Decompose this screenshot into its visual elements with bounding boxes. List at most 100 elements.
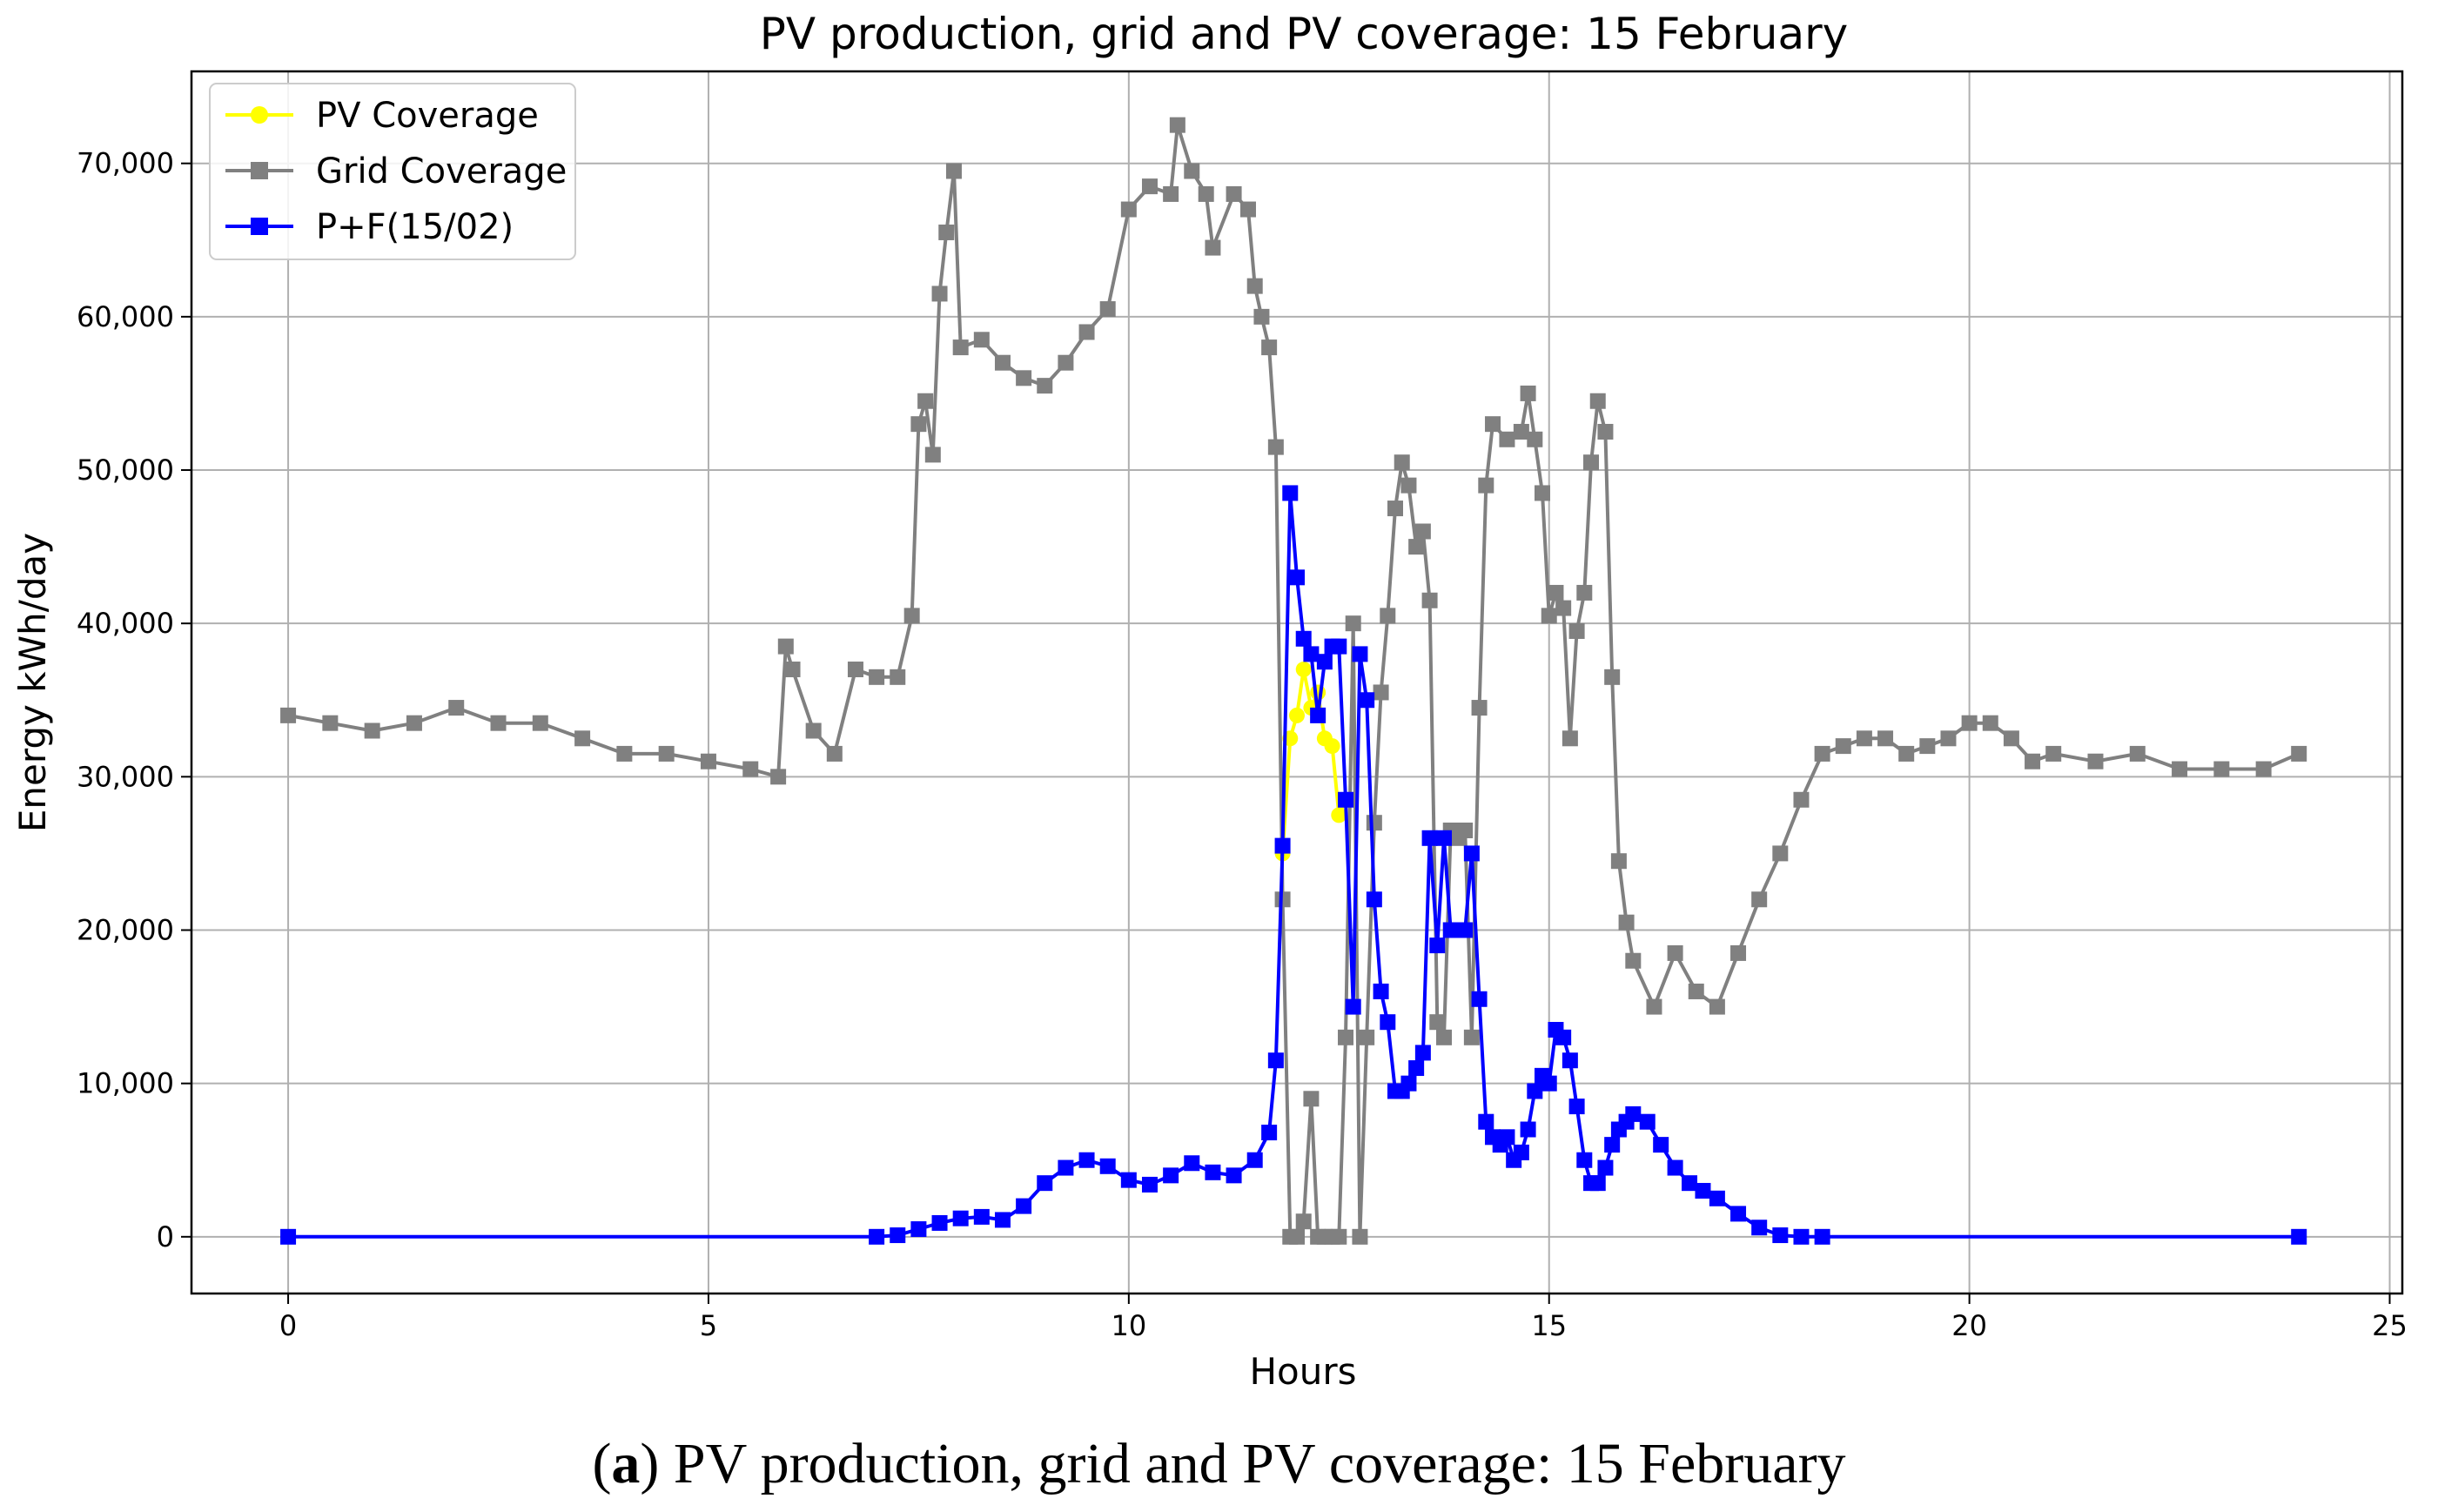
data-point [1625,952,1642,969]
data-point [1289,569,1305,586]
data-point [1555,1029,1572,1045]
data-point [1120,1172,1137,1188]
data-point [1387,501,1403,517]
data-point [1226,1167,1242,1184]
data-point [1877,730,1894,747]
data-point [1835,738,1851,755]
data-point [1793,1228,1810,1245]
x-tick-label: 20 [1951,1309,1987,1342]
caption-text: PV production, grid and PV coverage: 15 … [659,1432,1846,1495]
data-point [1352,1228,1368,1245]
data-point [1163,185,1179,202]
data-point [1246,1152,1263,1168]
x-tick-label: 10 [1111,1309,1146,1342]
data-point [1463,1029,1480,1045]
data-point [1604,1137,1621,1153]
data-point [490,715,507,731]
legend-item: P+F(15/02) [225,207,514,247]
data-point [1568,1099,1585,1115]
data-point [1583,454,1600,471]
data-point [1141,178,1158,195]
grid-lines [191,71,2402,1294]
data-point [1898,745,1915,762]
data-point [1709,1190,1725,1206]
data-point [1366,891,1382,908]
legend-label: Grid Coverage [316,151,567,192]
data-point [1400,1075,1417,1092]
data-point [1414,523,1431,540]
data-point [1058,354,1074,371]
data-point [1814,745,1830,762]
data-point [952,1210,969,1226]
data-point [1303,646,1320,662]
data-point [1331,1228,1347,1245]
data-point [1408,539,1425,555]
data-point [700,753,716,769]
data-point [2291,1228,2307,1245]
data-point [1226,185,1242,202]
data-point [1541,608,1557,624]
data-point [1772,1227,1789,1244]
data-point [1261,1125,1278,1141]
data-point [973,1208,990,1225]
data-point [903,608,920,624]
data-point [1513,1144,1529,1160]
data-point [1078,1152,1095,1168]
data-point [364,722,380,739]
data-point [1436,830,1453,846]
data-point [1513,423,1529,440]
data-point [2003,730,2019,747]
data-point [1667,1159,1683,1176]
data-point [1037,378,1053,394]
data-point [931,286,948,302]
data-point [1688,983,1704,999]
data-point [1184,163,1200,179]
data-point [1814,1228,1830,1245]
series-line-grid-coverage [287,123,2300,1239]
data-point [826,745,843,762]
data-point [1463,845,1480,862]
legend-item: Grid Coverage [225,151,567,192]
data-point [1295,1213,1312,1230]
y-axis-label: Energy kWh/day [11,533,54,832]
data-point [1478,1113,1494,1130]
data-point [742,761,759,777]
x-axis-label: Hours [1249,1350,1356,1393]
y-tick-label: 40,000 [77,607,174,640]
data-point [1169,117,1185,133]
data-point [1576,584,1593,601]
data-point [1324,738,1340,755]
data-point [1261,339,1278,356]
data-point [1394,454,1410,471]
data-point [1141,1176,1158,1193]
data-point [1695,1182,1711,1199]
series-p-f-15-02 [280,485,2307,1245]
data-point [322,715,339,731]
data-point [1597,1159,1614,1176]
chart-title: PV production, grid and PV coverage: 15 … [760,9,1849,59]
data-point [2025,753,2041,769]
data-point [1421,592,1438,608]
data-point [1653,1137,1669,1153]
data-point [890,1227,906,1244]
data-point [1373,684,1389,701]
x-tick-label: 15 [1531,1309,1567,1342]
x-tick-label: 25 [2372,1309,2408,1342]
data-point [931,1214,948,1231]
data-point [952,339,969,356]
data-point [1562,730,1578,747]
data-point [1205,239,1221,256]
figure-caption: (a) PV production, grid and PV coverage:… [0,1421,2438,1508]
data-point [1267,439,1284,455]
data-point [1253,308,1270,325]
caption-label: a [611,1432,641,1495]
data-point [1163,1167,1179,1184]
data-point [1246,278,1263,294]
plot-series [280,117,2307,1245]
data-point [1380,608,1396,624]
data-point [574,730,591,747]
data-point [1568,622,1585,639]
data-point [1120,201,1137,218]
data-point [770,769,787,785]
data-point [1485,416,1501,433]
